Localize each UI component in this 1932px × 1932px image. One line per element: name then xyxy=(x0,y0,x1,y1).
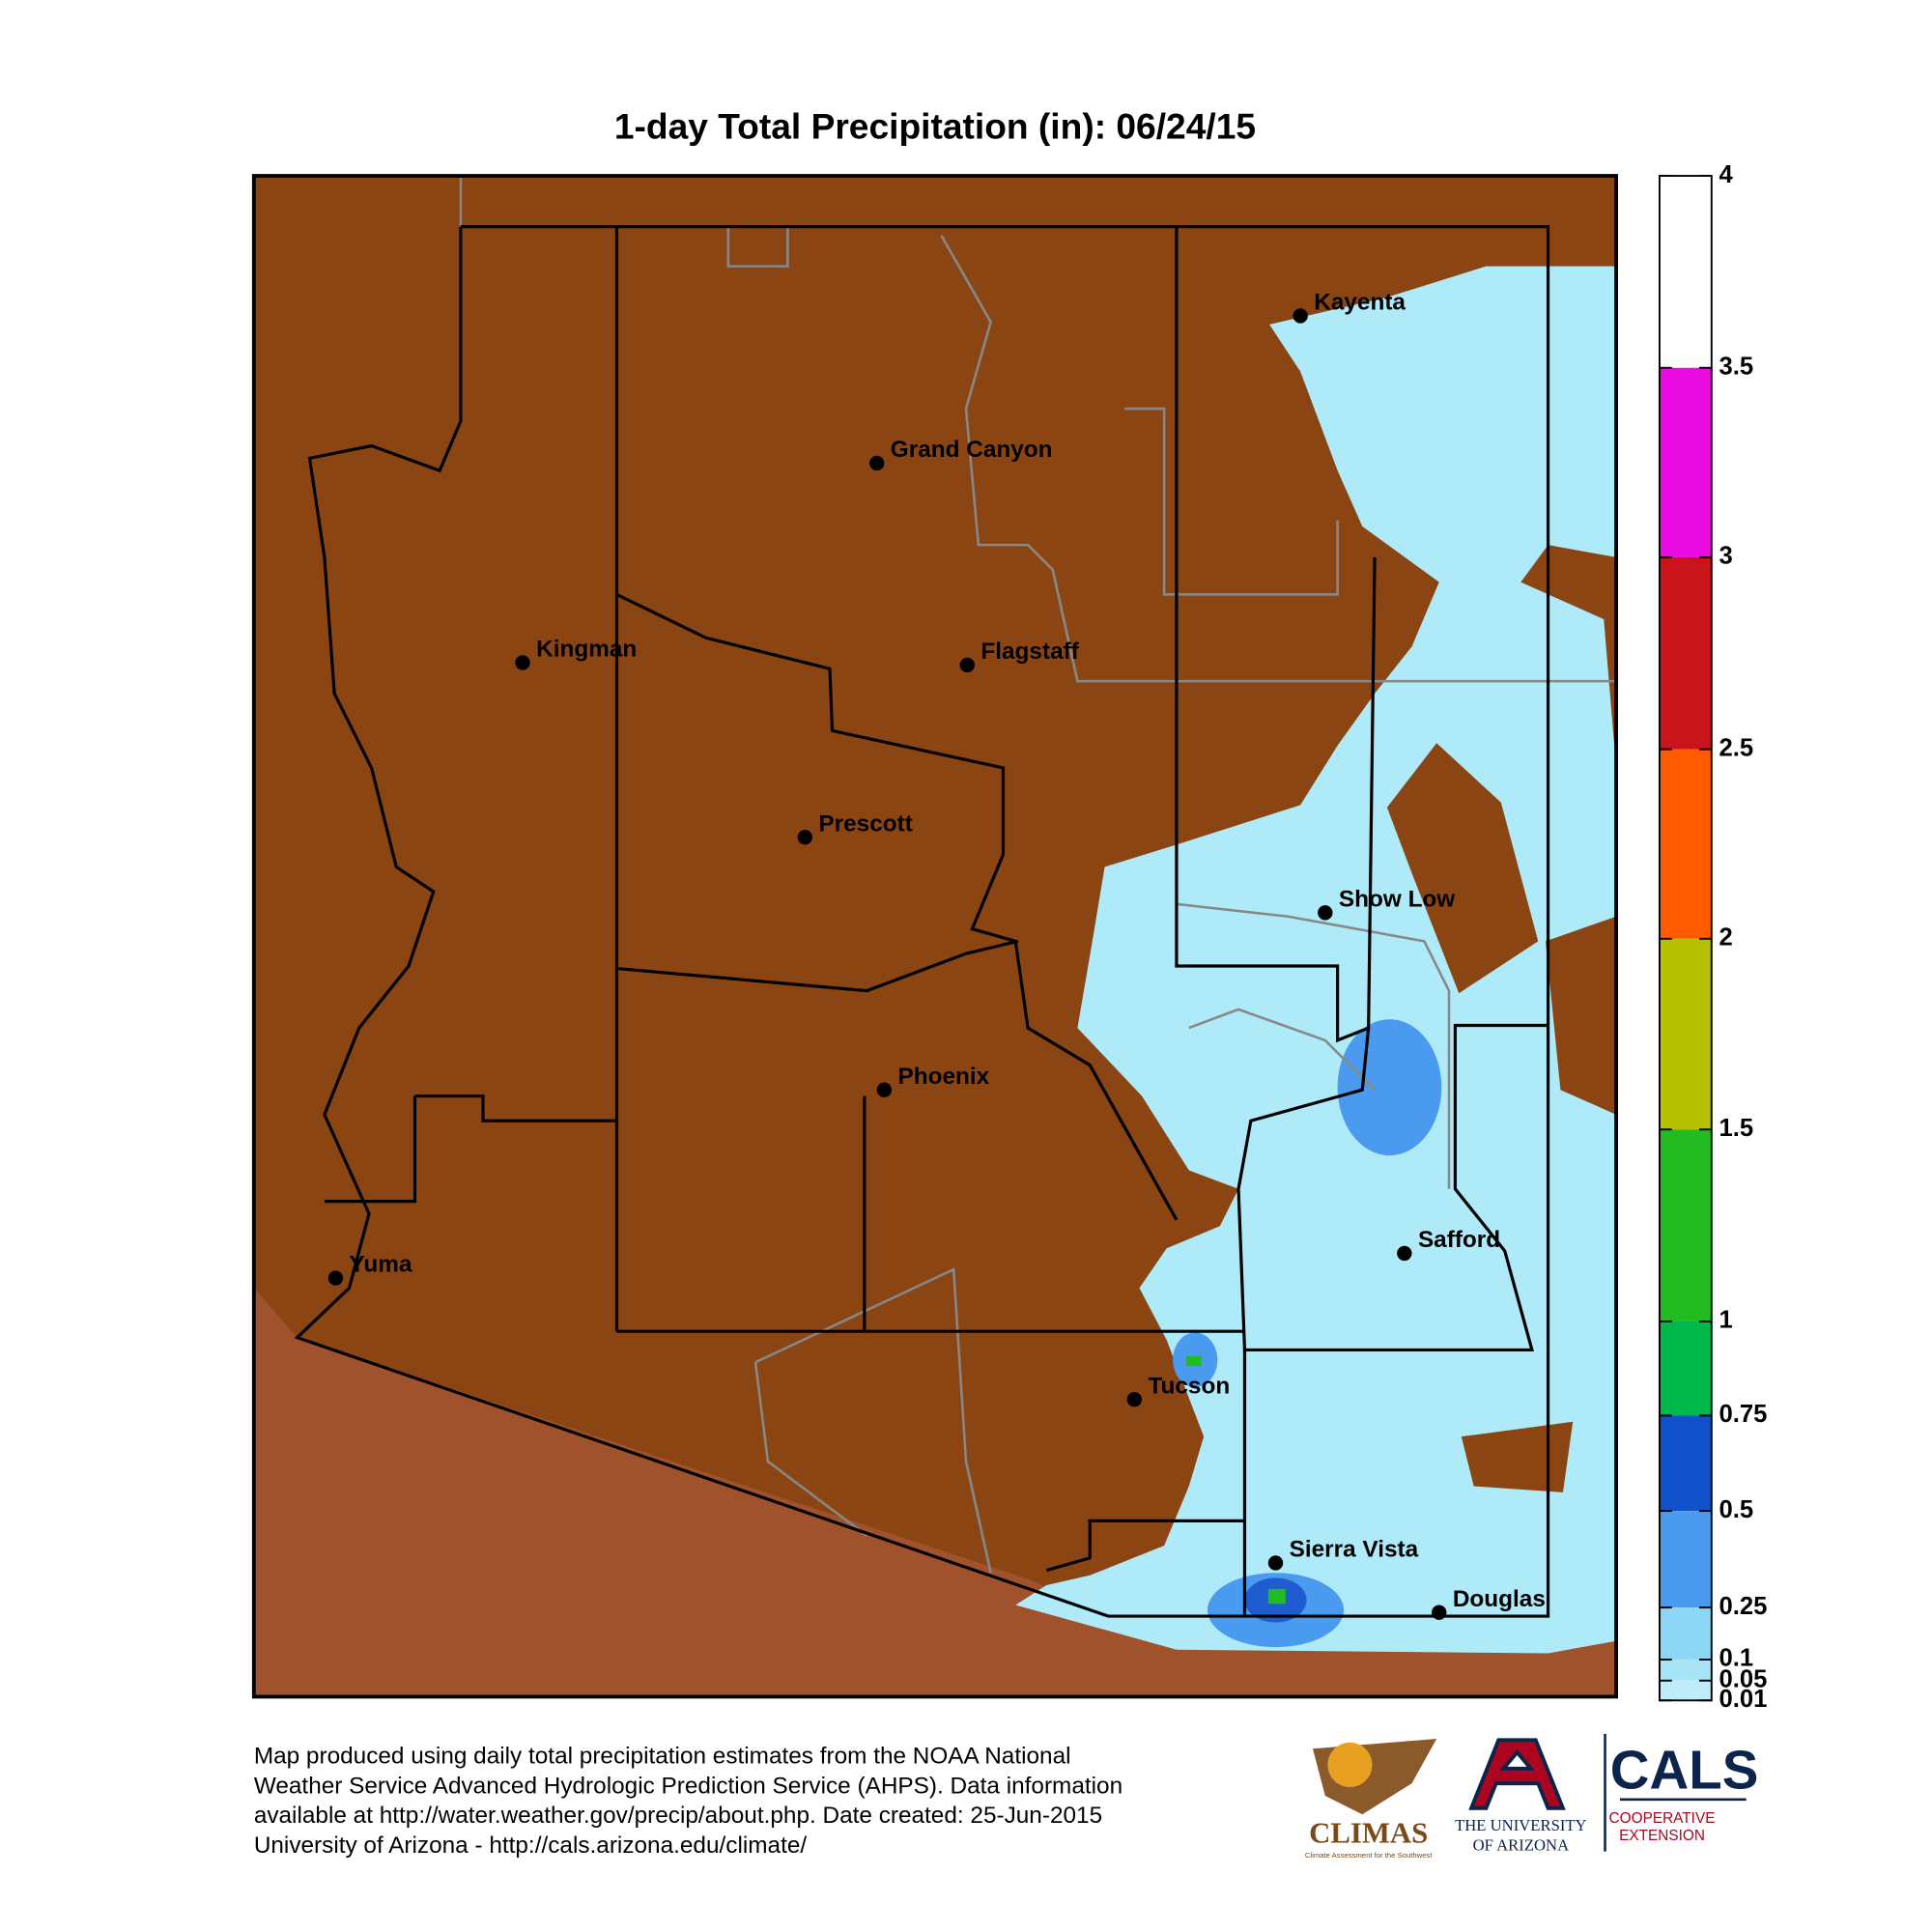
cals-text: CALS xyxy=(1610,1739,1759,1800)
colorbar-label: 0.01 xyxy=(1719,1686,1767,1713)
colorbar-segment xyxy=(1659,1511,1712,1608)
city-marker xyxy=(1293,308,1308,324)
city-label: Kingman xyxy=(536,636,637,662)
city-label: Douglas xyxy=(1453,1586,1546,1612)
colorbar-segment xyxy=(1659,1680,1712,1701)
city-label: Show Low xyxy=(1339,886,1455,912)
city-label: Sierra Vista xyxy=(1290,1537,1419,1563)
climas-text: CLIMAS xyxy=(1309,1817,1428,1850)
colorbar-label: 0.05 xyxy=(1719,1666,1767,1693)
footer-line: available at http://water.weather.gov/pr… xyxy=(254,1803,1102,1829)
dry-patch xyxy=(1461,1421,1574,1492)
colorbar-label: 1 xyxy=(1719,1307,1732,1334)
colorbar-segment xyxy=(1659,938,1712,1130)
city-label: Kayenta xyxy=(1314,290,1406,316)
footer: Map produced using daily total precipita… xyxy=(254,1744,1122,1859)
city-label: Phoenix xyxy=(897,1064,989,1090)
map: Kayenta Grand Canyon Kingman Flagstaff Presc… xyxy=(251,174,1618,1699)
city-marker xyxy=(1318,905,1333,921)
precip-area xyxy=(1015,266,1617,1654)
city-marker xyxy=(1126,1392,1143,1407)
city-marker xyxy=(959,657,975,673)
city-marker xyxy=(1432,1605,1447,1620)
city-marker xyxy=(515,655,530,670)
city-label: Safford xyxy=(1418,1227,1500,1253)
footer-line: Weather Service Advanced Hydrologic Pred… xyxy=(254,1773,1122,1799)
dry-patch xyxy=(1386,743,1539,994)
colorbar-segment xyxy=(1659,367,1712,557)
colorbar-segment xyxy=(1659,556,1712,750)
city-label: Yuma xyxy=(350,1252,412,1278)
ua-logo xyxy=(1468,1738,1566,1810)
colorbar-label: 0.75 xyxy=(1719,1401,1767,1428)
colorbar-segment xyxy=(1659,749,1712,939)
wet-patch xyxy=(1267,1588,1286,1605)
city-label: Flagstaff xyxy=(980,639,1079,665)
colorbar-label: 3.5 xyxy=(1719,354,1753,381)
climas-sub: Climate Assessment for the Southwest xyxy=(1305,1851,1433,1860)
city-marker xyxy=(327,1270,344,1286)
colorbar-label: 1.5 xyxy=(1719,1115,1753,1142)
cals-sub: EXTENSION xyxy=(1619,1828,1705,1844)
cities: Kayenta Grand Canyon Kingman Flagstaff Presc… xyxy=(327,290,1546,1620)
city-marker xyxy=(797,829,813,845)
footer-line: Map produced using daily total precipita… xyxy=(254,1744,1071,1770)
colorbar-label: 4 xyxy=(1719,161,1733,188)
colorbar: 4 3.5 3 2.5 2 1.5 1 0.75 0.5 0.25 0.10.050.01 xyxy=(1658,161,1767,1713)
ua-text: THE UNIVERSITY xyxy=(1455,1816,1586,1834)
city-marker xyxy=(1397,1245,1412,1262)
map-title: 1-day Total Precipitation (in): 06/24/15 xyxy=(614,106,1256,147)
map-frame xyxy=(251,174,1618,1699)
colorbar-label: 3 xyxy=(1719,543,1732,570)
colorbar-segment xyxy=(1659,176,1712,368)
colorbar-segment xyxy=(1659,1607,1712,1660)
boundaries xyxy=(459,176,1617,1574)
city-label: Prescott xyxy=(818,810,912,837)
colorbar-segment xyxy=(1659,1659,1712,1681)
wet-patch xyxy=(1186,1355,1202,1367)
cals-sub: COOPERATIVE xyxy=(1609,1810,1716,1827)
ua-text: OF ARIZONA xyxy=(1473,1835,1569,1854)
colorbar-segment xyxy=(1659,1321,1712,1416)
footer-line: University of Arizona - http://cals.ariz… xyxy=(254,1833,808,1859)
mexico xyxy=(253,1288,1617,1697)
city-marker xyxy=(876,1082,893,1097)
colorbar-label: 2 xyxy=(1719,924,1732,952)
city-label: Tucson xyxy=(1148,1373,1230,1399)
dry-patch xyxy=(1546,916,1617,1115)
wet-patch xyxy=(1337,1019,1442,1156)
climas-sun xyxy=(1327,1742,1373,1787)
county-lines xyxy=(294,225,1550,1618)
city-marker xyxy=(1267,1555,1284,1571)
colorbar-label: 0.5 xyxy=(1719,1496,1753,1523)
colorbar-label: 2.5 xyxy=(1719,734,1753,761)
logos: CLIMAS Climate Assessment for the Southw… xyxy=(1305,1733,1759,1860)
colorbar-segment xyxy=(1659,1415,1712,1512)
colorbar-label: 0.25 xyxy=(1719,1593,1767,1620)
city-marker xyxy=(869,455,885,471)
colorbar-segment xyxy=(1659,1129,1712,1321)
city-label: Grand Canyon xyxy=(891,437,1053,463)
colorbar-label: 0.1 xyxy=(1719,1645,1753,1672)
